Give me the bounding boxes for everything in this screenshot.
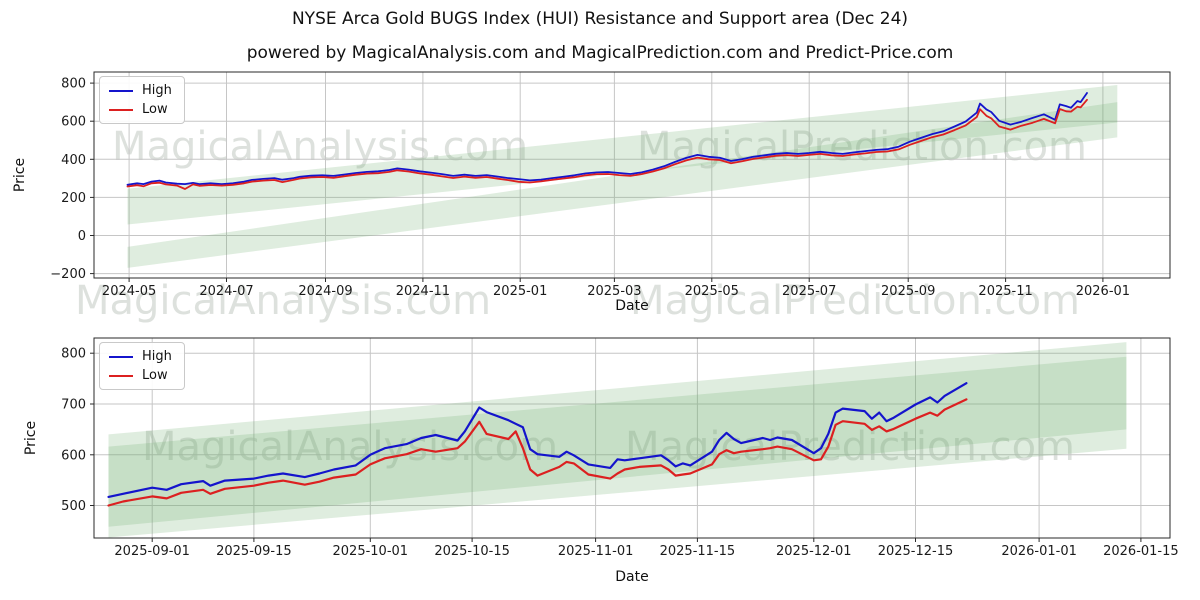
legend-label-high: High [142, 349, 172, 364]
y-tick-label: 600 [61, 115, 86, 130]
x-tick-label: 2026-01 [1076, 284, 1130, 299]
legend-label-high: High [142, 83, 172, 98]
high-line-swatch [109, 355, 133, 358]
x-tick-label: 2025-09 [881, 284, 935, 299]
x-tick-label: 2025-11-01 [558, 544, 634, 559]
y-tick-label: 0 [78, 229, 86, 244]
x-axis-label-bottom: Date [615, 569, 649, 585]
x-tick-label: 2025-07 [782, 284, 836, 299]
x-axis-label-top: Date [615, 298, 649, 314]
y-axis-label-top: Price [12, 157, 28, 193]
y-tick-label: 200 [61, 191, 86, 206]
x-tick-label: 2025-12-15 [878, 544, 954, 559]
plot-border [93, 71, 1171, 279]
x-tick-label: 2024-07 [199, 284, 253, 299]
x-tick-label: 2025-01 [493, 284, 547, 299]
y-tick-label: 700 [61, 398, 86, 413]
support-area-band [108, 356, 1127, 538]
x-tick-label: 2025-03 [587, 284, 641, 299]
high-line [107, 382, 968, 498]
resistance-area-band [127, 85, 1118, 225]
y-tick-label: 500 [61, 499, 86, 514]
figure-subtitle: powered by MagicalAnalysis.com and Magic… [246, 43, 954, 63]
x-tick-label: 2024-05 [102, 284, 156, 299]
x-tick-label: 2024-09 [298, 284, 352, 299]
x-tick-label: 2025-10-15 [434, 544, 510, 559]
y-tick-label: 800 [61, 77, 86, 92]
y-tick-label: 800 [61, 347, 86, 362]
chart-full-history: 2024-05 2024-07 2024-09 2024-11 2025-01 2025-… [50, 71, 1171, 299]
x-tick-label: 2025-11 [978, 284, 1032, 299]
legend: High Low [99, 76, 185, 124]
plot-border [93, 337, 1171, 539]
chart-recent-zoom: 2025-09-01 2025-09-15 2025-10-01 2025-10-15… [61, 337, 1179, 559]
x-tick-label: 2025-09-01 [114, 544, 190, 559]
x-tick-label: 2025-05 [685, 284, 739, 299]
legend-item-low: Low [109, 103, 172, 116]
low-line [126, 98, 1088, 190]
low-line-swatch [109, 108, 133, 111]
low-line-swatch [109, 374, 133, 377]
legend: High Low [99, 342, 185, 390]
legend-item-low: Low [109, 369, 172, 382]
chart-content [126, 85, 1118, 268]
x-tick-label: 2026-01-01 [1001, 544, 1077, 559]
x-tick-label: 2025-10-01 [333, 544, 409, 559]
x-tick-label: 2025-12-01 [776, 544, 852, 559]
x-tick-label: 2025-11-15 [660, 544, 736, 559]
low-line [107, 398, 968, 507]
y-tick-label: 400 [61, 153, 86, 168]
x-tick-label: 2026-01-15 [1103, 544, 1179, 559]
x-tick-label: 2025-09-15 [216, 544, 292, 559]
resistance-area-band [108, 342, 1127, 527]
legend-label-low: Low [142, 102, 168, 117]
legend-label-low: Low [142, 368, 168, 383]
y-axis-label-bottom: Price [23, 420, 39, 456]
figure-title: NYSE Arca Gold BUGS Index (HUI) Resistan… [291, 9, 909, 29]
support-area-band [127, 102, 1118, 268]
y-tick-label: 600 [61, 448, 86, 463]
x-tick-label: 2024-11 [396, 284, 450, 299]
chart-content [107, 342, 1127, 538]
legend-item-high: High [109, 84, 172, 97]
legend-item-high: High [109, 350, 172, 363]
y-tick-label: −200 [50, 267, 86, 282]
high-line-swatch [109, 89, 133, 92]
high-line [126, 92, 1088, 186]
